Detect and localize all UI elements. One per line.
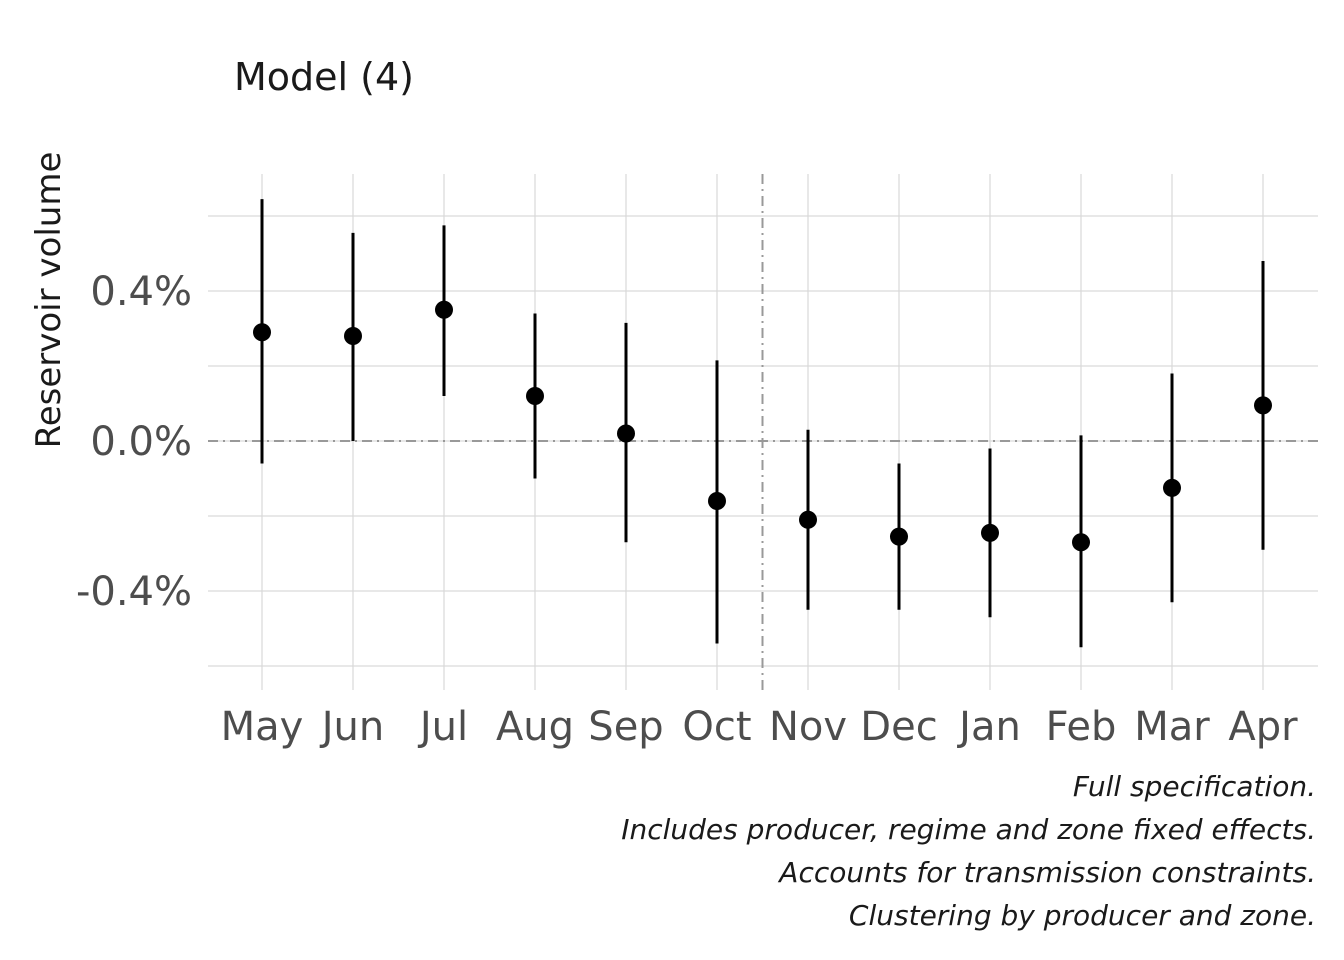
- point-mar: [1163, 478, 1181, 497]
- data-marks: [253, 199, 1272, 648]
- point-jun: [344, 327, 362, 345]
- x-tick-label-dec: Dec: [860, 704, 937, 750]
- point-may: [253, 323, 271, 342]
- point-feb: [1072, 533, 1090, 552]
- reference-lines: [208, 174, 1318, 690]
- caption-line-3: Accounts for transmission constraints.: [777, 856, 1316, 889]
- chart-title: Model (4): [234, 55, 414, 99]
- point-apr: [1254, 396, 1272, 415]
- x-tick-label-apr: Apr: [1228, 704, 1298, 750]
- point-jul: [435, 300, 453, 319]
- y-axis-ticks: -0.4% 0.0% 0.4%: [76, 269, 192, 615]
- x-tick-label-jan: Jan: [956, 704, 1021, 750]
- caption-line-1: Full specification.: [1073, 770, 1316, 803]
- point-oct: [708, 492, 726, 510]
- y-tick-label: -0.4%: [76, 569, 192, 615]
- x-tick-label-feb: Feb: [1046, 704, 1117, 750]
- x-tick-label-jun: Jun: [319, 704, 385, 750]
- x-tick-label-sep: Sep: [588, 704, 663, 750]
- x-tick-label-jul: Jul: [417, 704, 468, 750]
- caption: Full specification. Includes producer, r…: [621, 770, 1316, 932]
- point-jan: [981, 523, 999, 542]
- x-tick-label-mar: Mar: [1134, 704, 1210, 750]
- x-tick-label-nov: Nov: [769, 704, 847, 750]
- point-nov: [799, 510, 817, 529]
- caption-line-4: Clustering by producer and zone.: [849, 899, 1316, 932]
- caption-line-2: Includes producer, regime and zone fixed…: [621, 813, 1316, 846]
- point-sep: [617, 424, 635, 443]
- y-tick-label: 0.0%: [90, 419, 192, 465]
- y-tick-label: 0.4%: [90, 269, 192, 315]
- y-axis-label: Reservoir volume: [29, 152, 69, 449]
- x-tick-label-may: May: [221, 704, 304, 750]
- x-tick-label-aug: Aug: [496, 704, 574, 750]
- x-axis-ticks: May Jun Jul Aug Sep Oct Nov Dec Jan Feb Mar Apr: [221, 704, 1299, 750]
- point-aug: [526, 387, 544, 405]
- point-dec: [890, 527, 908, 546]
- x-tick-label-oct: Oct: [682, 704, 751, 750]
